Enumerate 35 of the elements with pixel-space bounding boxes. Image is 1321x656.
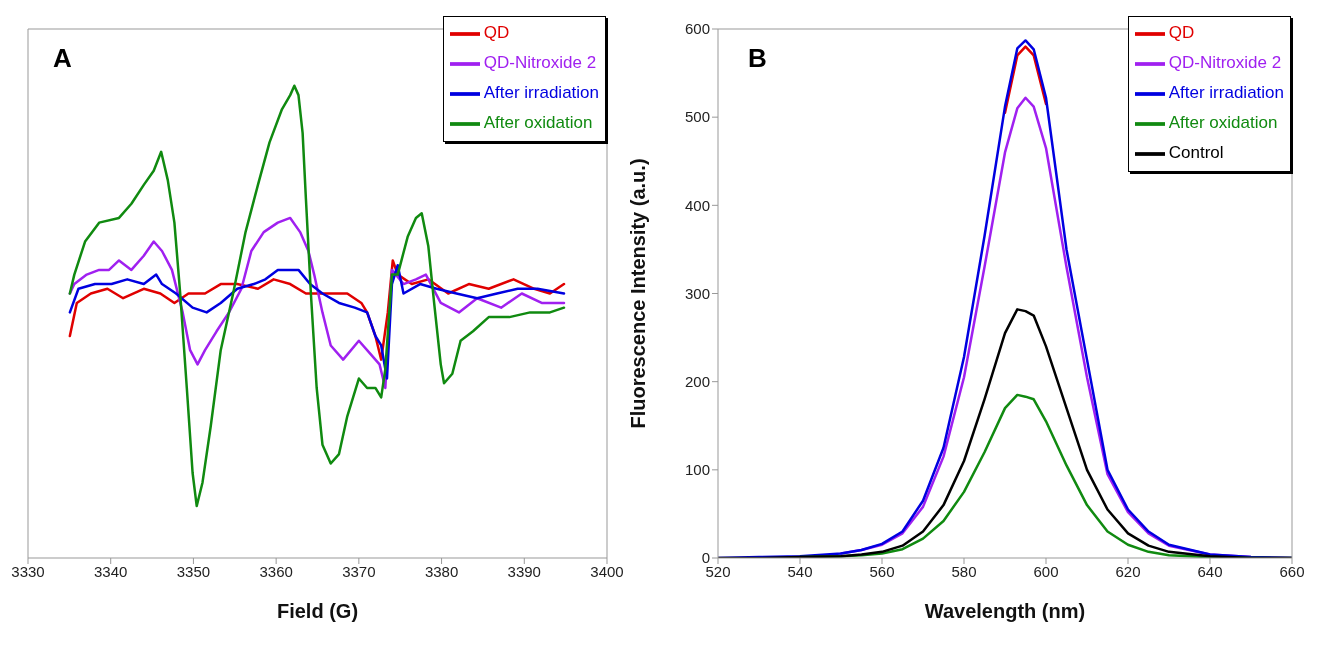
legend-label: QD — [1168, 23, 1195, 43]
x-tick-label: 580 — [951, 562, 977, 580]
x-tick-label: 600 — [1033, 562, 1059, 580]
legend-label: QD-Nitroxide 2 — [483, 53, 597, 73]
y-tick-label: 200 — [684, 372, 710, 390]
x-tick-label: 3370 — [342, 562, 376, 580]
y-tick-label: 400 — [684, 196, 710, 214]
x-tick-label: 3350 — [176, 562, 211, 580]
legend-label: After oxidation — [1168, 113, 1278, 133]
y-tick-label: 300 — [684, 284, 710, 302]
x-tick-label: 620 — [1115, 562, 1141, 580]
legend-label: QD-Nitroxide 2 — [1168, 53, 1282, 73]
x-tick-label: 3400 — [590, 562, 624, 580]
y-tick-label: 100 — [684, 461, 710, 479]
y-axis-title: Fluorescence Intensity (a.u.) — [627, 158, 650, 429]
x-tick-label: 3390 — [507, 562, 541, 580]
x-axis-title: Field (G) — [276, 600, 359, 622]
legend-label: After oxidation — [483, 113, 593, 133]
x-tick-label: 560 — [869, 562, 895, 580]
x-tick-label: 540 — [787, 562, 813, 580]
y-tick-label: 600 — [684, 20, 710, 38]
legend-label: After irradiation — [1168, 83, 1284, 103]
x-axis-title: Wavelength (nm) — [924, 600, 1086, 622]
annotation: B — [748, 43, 767, 74]
x-tick-label: 3330 — [11, 562, 45, 580]
x-tick-label: 3380 — [424, 562, 459, 580]
x-tick-label: 640 — [1197, 562, 1223, 580]
x-tick-label: 3360 — [259, 562, 293, 580]
legend-label: After irradiation — [483, 83, 599, 103]
legend-label: QD — [483, 23, 510, 43]
x-tick-label: 660 — [1279, 562, 1305, 580]
text: A — [53, 43, 72, 74]
legend-label: Control — [1168, 143, 1224, 163]
x-tick-label: 3340 — [94, 562, 128, 580]
y-tick-label: 500 — [684, 108, 710, 126]
